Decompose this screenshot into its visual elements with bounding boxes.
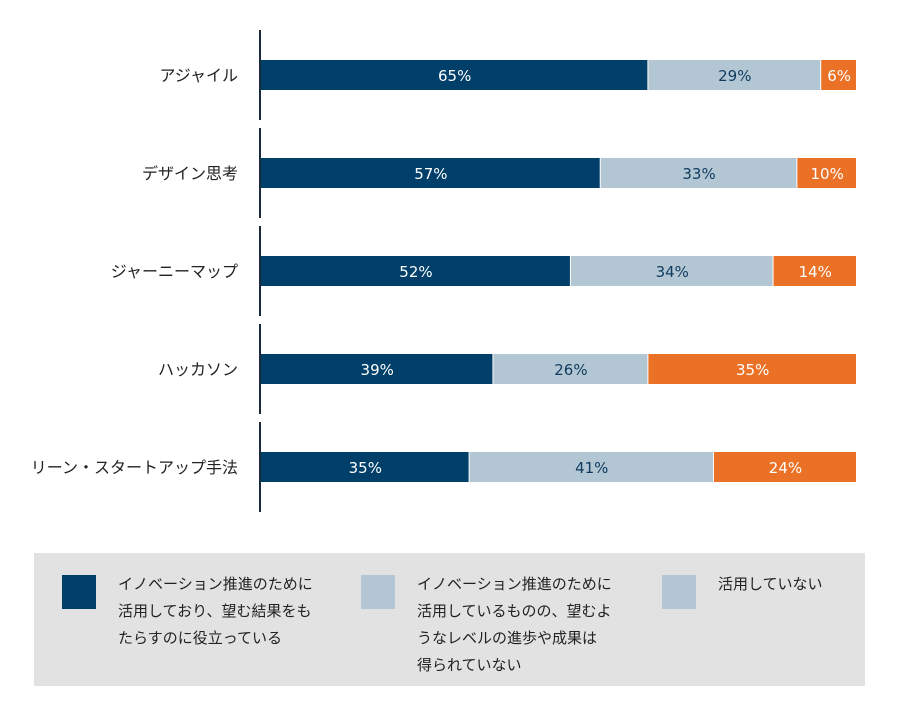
bar-segment	[648, 354, 856, 384]
bar-segment	[493, 354, 648, 384]
legend-label: イノベーション推進のために 活用しているものの、望むよ うなレベルの進歩や成果は…	[417, 575, 612, 674]
legend: イノベーション推進のために 活用しており、望む結果をも たらすのに役立っている …	[34, 553, 865, 686]
category-label: アジャイル	[159, 66, 238, 85]
bar-segment	[821, 60, 856, 90]
bar-segment	[261, 354, 493, 384]
bar-segment	[261, 256, 570, 286]
data-label: 41%	[575, 459, 608, 477]
stacked-bar-chart: アジャイル 65% 29% 6% デザイン思考 57% 33% 10% ジャーニーマップ 52% 3…	[31, 30, 856, 512]
category-label: ジャーニーマップ	[111, 262, 238, 281]
data-label: 29%	[718, 67, 751, 85]
legend-swatch	[361, 575, 395, 609]
bar-segment	[773, 256, 856, 286]
data-label: 35%	[736, 361, 769, 379]
bar-segment	[797, 158, 856, 188]
data-label: 24%	[769, 459, 802, 477]
bar-segment	[261, 60, 648, 90]
category-label: ハッカソン	[158, 360, 238, 379]
data-label: 10%	[811, 165, 844, 183]
data-label: 14%	[799, 263, 832, 281]
bar-segment	[713, 452, 856, 482]
category-label: リーン・スタートアップ手法	[31, 458, 238, 477]
data-label: 39%	[361, 361, 394, 379]
data-label: 33%	[682, 165, 715, 183]
bar-segment	[648, 60, 821, 90]
bar-segment	[600, 158, 797, 188]
legend-item-not-yet-effective: イノベーション推進のために 活用しているものの、望むよ うなレベルの進歩や成果は…	[361, 571, 612, 679]
legend-label: 活用していない	[718, 575, 823, 593]
data-label: 65%	[438, 67, 471, 85]
data-label: 26%	[554, 361, 587, 379]
category-label: デザイン思考	[142, 164, 238, 183]
legend-swatch	[662, 575, 696, 609]
legend-label: イノベーション推進のために 活用しており、望む結果をも たらすのに役立っている	[118, 575, 313, 647]
legend-item-not-used: 活用していない	[662, 571, 823, 609]
legend-item-effective: イノベーション推進のために 活用しており、望む結果をも たらすのに役立っている	[62, 571, 313, 652]
data-label: 35%	[349, 459, 382, 477]
data-label: 57%	[414, 165, 447, 183]
legend-swatch	[62, 575, 96, 609]
data-label: 34%	[656, 263, 689, 281]
bar-segment	[261, 452, 469, 482]
data-label: 6%	[827, 67, 851, 85]
bar-segment	[570, 256, 773, 286]
bar-segment	[469, 452, 713, 482]
data-label: 52%	[399, 263, 432, 281]
bar-segment	[261, 158, 600, 188]
